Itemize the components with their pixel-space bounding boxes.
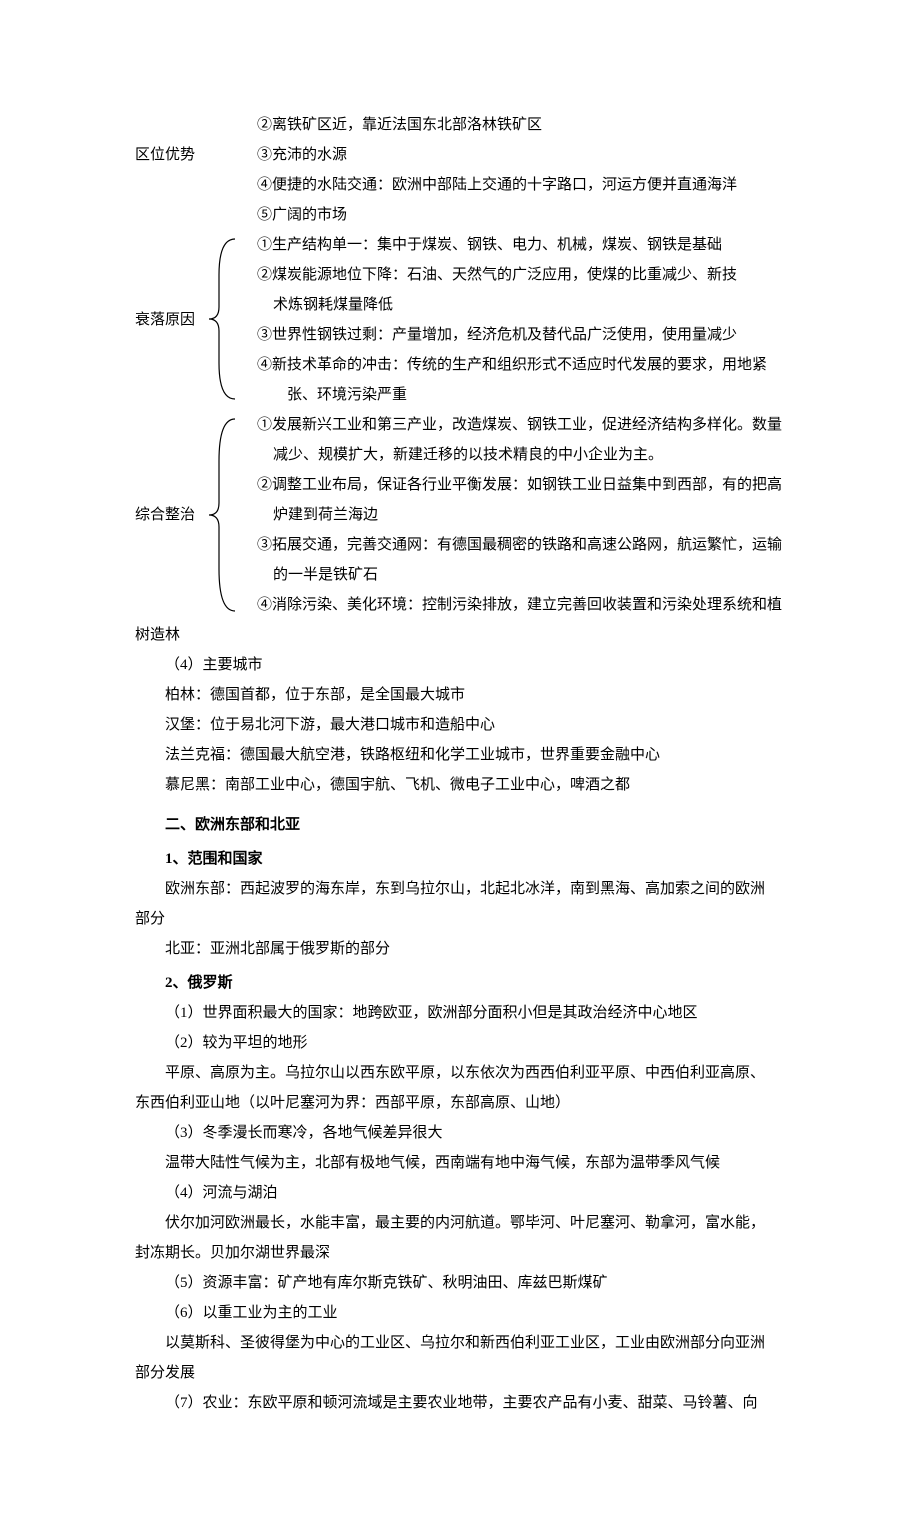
comprehensive-tail: 树造林	[135, 620, 790, 650]
ru-line-11: （7）农业：东欧平原和顿河流域是主要农业地带，主要农产品有小麦、甜菜、马铃薯、向	[135, 1388, 790, 1418]
city-line-4: 慕尼黑：南部工业中心，德国宇航、飞机、微电子工业中心，啤酒之都	[135, 770, 790, 800]
document-page: 区位优势 ②离铁矿区近，靠近法国东北部洛林铁矿区 ③充沛的水源 ④便捷的水陆交通…	[0, 0, 920, 1518]
ra-item-5: ⑤广阔的市场	[135, 200, 790, 230]
section-2-title: 二、欧洲东部和北亚	[135, 810, 790, 840]
ru-line-7: 伏尔加河欧洲最长，水能丰富，最主要的内河航道。鄂毕河、叶尼塞河、勒拿河，富水能，	[135, 1208, 790, 1238]
russia-title: 2、俄罗斯	[135, 968, 790, 998]
ra-item-4: ④便捷的水陆交通：欧洲中部陆上交通的十字路口，河运方便并直通海洋	[135, 170, 790, 200]
ru-line-10: 以莫斯科、圣彼得堡为中心的工业区、乌拉尔和新西伯利亚工业区，工业由欧洲部分向亚洲	[135, 1328, 790, 1358]
city-line-1: 柏林：德国首都，位于东部，是全国最大城市	[135, 680, 790, 710]
cities-heading: （4）主要城市	[135, 650, 790, 680]
ru-line-6: （4）河流与湖泊	[135, 1178, 790, 1208]
ru-line-1: （1）世界面积最大的国家：地跨欧亚，欧洲部分面积小但是其政治经济中心地区	[135, 998, 790, 1028]
ra-item-3: ③充沛的水源	[135, 140, 790, 170]
ru-line-4: （3）冬季漫长而寒冷，各地气候差异很大	[135, 1118, 790, 1148]
ru-line-3b: 东西伯利亚山地（以叶尼塞河为界：西部平原，东部高原、山地）	[135, 1088, 790, 1118]
ru-line-2: （2）较为平坦的地形	[135, 1028, 790, 1058]
brace-icon	[205, 415, 241, 615]
ru-line-8: （5）资源丰富：矿产地有库尔斯克铁矿、秋明油田、库兹巴斯煤矿	[135, 1268, 790, 1298]
brace-icon	[205, 235, 241, 403]
city-line-2: 汉堡：位于易北河下游，最大港口城市和造船中心	[135, 710, 790, 740]
ru-line-3: 平原、高原为主。乌拉尔山以西东欧平原，以东依次为西西伯利亚平原、中西伯利亚高原、	[135, 1058, 790, 1088]
scope-line-1: 欧洲东部：西起波罗的海东岸，东到乌拉尔山，北起北冰洋，南到黑海、高加索之间的欧洲	[135, 874, 790, 904]
comprehensive-group: 综合整治 ①发展新兴工业和第三产业，改造煤炭、钢铁工业，促进经济结构多样化。数量…	[135, 410, 790, 620]
ru-line-5: 温带大陆性气候为主，北部有极地气候，西南端有地中海气候，东部为温带季风气候	[135, 1148, 790, 1178]
ru-line-10b: 部分发展	[135, 1358, 790, 1388]
region-advantages-label: 区位优势	[135, 140, 195, 170]
comprehensive-label: 综合整治	[135, 500, 195, 530]
scope-line-2: 北亚：亚洲北部属于俄罗斯的部分	[135, 934, 790, 964]
scope-line-1b: 部分	[135, 904, 790, 934]
region-advantages-body: ②离铁矿区近，靠近法国东北部洛林铁矿区 ③充沛的水源 ④便捷的水陆交通：欧洲中部…	[135, 110, 790, 230]
ru-line-7b: 封冻期长。贝加尔湖世界最深	[135, 1238, 790, 1268]
decline-reasons-group: 衰落原因 ①生产结构单一：集中于煤炭、钢铁、电力、机械，煤炭、钢铁是基础 ②煤炭…	[135, 230, 790, 410]
region-advantages-group: 区位优势 ②离铁矿区近，靠近法国东北部洛林铁矿区 ③充沛的水源 ④便捷的水陆交通…	[135, 110, 790, 230]
scope-title: 1、范围和国家	[135, 844, 790, 874]
decline-reasons-label: 衰落原因	[135, 305, 195, 335]
city-line-3: 法兰克福：德国最大航空港，铁路枢纽和化学工业城市，世界重要金融中心	[135, 740, 790, 770]
ru-line-9: （6）以重工业为主的工业	[135, 1298, 790, 1328]
ra-item-2: ②离铁矿区近，靠近法国东北部洛林铁矿区	[135, 110, 790, 140]
